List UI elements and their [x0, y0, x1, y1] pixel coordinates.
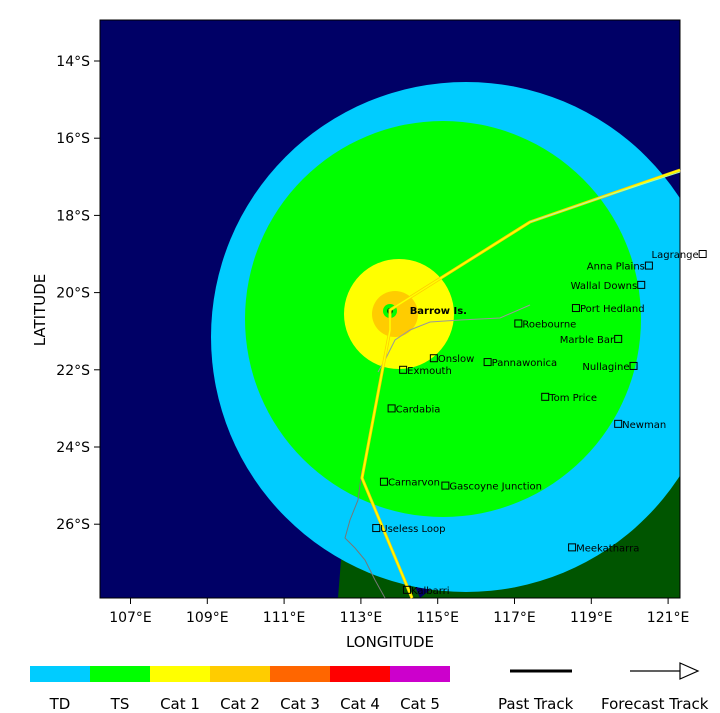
lon-tick-label: 107°E: [109, 610, 152, 626]
category-color-swatch: [210, 666, 270, 682]
town-label: Meekatharra: [576, 543, 639, 554]
category-label: Cat 2: [220, 695, 260, 713]
category-color-swatch: [390, 666, 450, 682]
town-label: Barrow Is.: [410, 306, 467, 317]
lon-tick-label: 119°E: [570, 610, 613, 626]
category-label: TD: [49, 695, 71, 713]
storm-track-ts: [529, 171, 681, 223]
town-marker: [372, 524, 381, 533]
past-track-label: Past Track: [498, 695, 574, 713]
lon-tick-label: 121°E: [647, 610, 690, 626]
town-label: Lagrange: [652, 250, 699, 261]
forecast-track-arrow-icon: [630, 662, 700, 680]
category-color-swatch: [30, 666, 90, 682]
lat-tick-label: 16°S: [56, 131, 90, 147]
lat-tick-label: 18°S: [56, 208, 90, 224]
lon-tick-label: 113°E: [340, 610, 383, 626]
lat-tick-label: 20°S: [56, 286, 90, 302]
town-label: Tom Price: [548, 393, 597, 404]
town-marker: [698, 250, 707, 258]
coastline-north: [377, 304, 531, 373]
town-marker: [441, 481, 450, 490]
x-axis-title: LONGITUDE: [346, 633, 434, 651]
town-marker: [399, 365, 408, 374]
category-label: TS: [110, 695, 130, 713]
town-marker: [402, 585, 411, 594]
category-label: Cat 5: [400, 695, 440, 713]
town-marker: [514, 319, 523, 328]
town-marker: [637, 280, 646, 289]
town-label: Exmouth: [407, 366, 452, 377]
town-label: Newman: [622, 420, 666, 431]
lon-tick-label: 117°E: [493, 610, 536, 626]
category-label: Cat 1: [160, 695, 200, 713]
latitude-ticks: 14°S 16°S 18°S 20°S 22°S 24°S 26°S: [56, 54, 100, 533]
town-label: Cardabia: [396, 404, 441, 415]
cyclone-track-map: Barrow Is. Lagrange Anna Plains Wallal Down…: [0, 0, 720, 660]
town-marker: [568, 543, 577, 552]
town-marker: [644, 261, 653, 270]
town-marker: [387, 404, 396, 413]
y-axis-title: LATITUDE: [31, 274, 49, 347]
town-marker: [614, 419, 623, 428]
town-label: Port Hedland: [580, 304, 645, 315]
town-label: Nullagine: [582, 362, 629, 373]
lon-tick-label: 115°E: [416, 610, 459, 626]
town-label: Kalbarri: [411, 586, 450, 597]
plot-frame: [99, 19, 681, 599]
town-marker: [483, 358, 492, 367]
town-label: Gascoyne Junction: [449, 482, 542, 493]
town-label: Wallal Downs: [571, 281, 638, 292]
town-marker: [429, 354, 438, 363]
category-label: Cat 3: [280, 695, 320, 713]
lon-tick-label: 109°E: [186, 610, 229, 626]
town-label: Pannawonica: [492, 358, 558, 369]
town-label: Marble Bar: [560, 335, 615, 346]
lat-tick-label: 14°S: [56, 54, 90, 70]
place-markers: Barrow Is. Lagrange Anna Plains Wallal Down…: [372, 250, 707, 597]
town-label: Useless Loop: [380, 524, 445, 535]
lat-tick-label: 22°S: [56, 363, 90, 379]
town-marker: [541, 392, 550, 401]
town-label: Carnarvon: [388, 478, 440, 489]
lat-tick-label: 26°S: [56, 517, 90, 533]
land-area: [420, 450, 680, 598]
category-color-swatch: [270, 666, 330, 682]
town-marker: [614, 334, 623, 343]
coastline: [344, 469, 386, 599]
town-marker: [571, 304, 580, 313]
lon-tick-label: 111°E: [263, 610, 306, 626]
category-color-swatch: [90, 666, 150, 682]
town-label: Roebourne: [522, 319, 576, 330]
forecast-track-label: Forecast Track: [601, 695, 709, 713]
category-color-swatch: [150, 666, 210, 682]
plot-mask: [0, 0, 720, 660]
town-marker: [629, 361, 638, 370]
lat-tick-label: 24°S: [56, 440, 90, 456]
town-label: Onslow: [438, 354, 475, 365]
category-color-swatch: [330, 666, 390, 682]
town-marker: [379, 477, 388, 486]
town-label: Anna Plains: [587, 262, 645, 273]
past-track-symbol: [510, 669, 572, 673]
legend: TD TS Cat 1 Cat 2 Cat 3 Cat 4 Cat 5 Past Track…: [0, 660, 720, 713]
category-label: Cat 4: [340, 695, 380, 713]
longitude-ticks: 107°E 109°E 111°E 113°E 115°E 117°E 119°E 121°E: [109, 598, 689, 626]
